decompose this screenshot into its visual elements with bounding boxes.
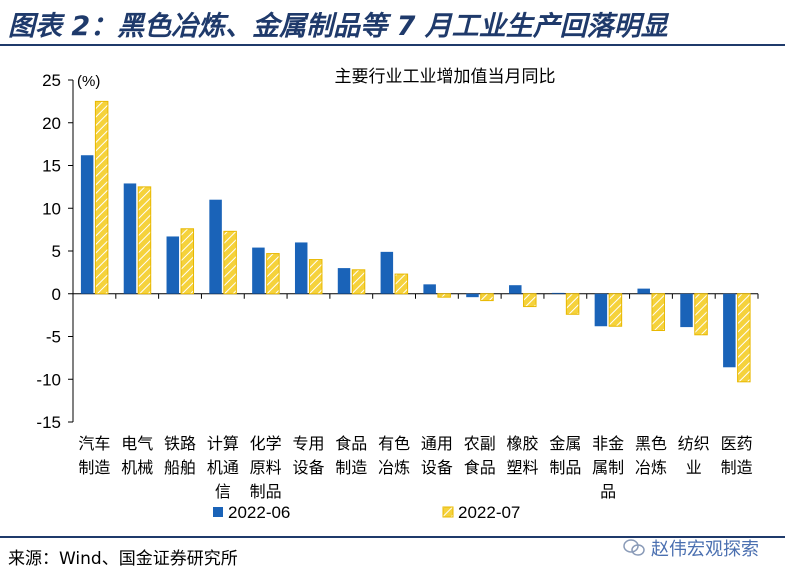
x-category-label: 计算 (207, 434, 239, 453)
x-category-label: 金属 (549, 434, 581, 453)
bar-2022-07 (651, 293, 665, 332)
x-category-label: 制品 (549, 458, 581, 477)
bar-2022-06 (123, 183, 137, 294)
y-tick-label: -5 (46, 328, 61, 347)
x-category-label: 机械 (121, 458, 153, 477)
x-category-label: 农副 (464, 434, 496, 453)
source-note: 来源：Wind、国金证券研究所 (8, 549, 238, 569)
x-category-label: 铁路 (164, 434, 196, 453)
bar-2022-06 (80, 155, 94, 294)
watermark: 赵伟宏观探索 (623, 535, 759, 561)
bar-2022-06 (252, 247, 265, 294)
x-category-label: 非金 (592, 434, 624, 453)
x-category-label: 制品 (250, 482, 282, 501)
bar-2022-07 (137, 186, 152, 295)
x-category-label: 黑色 (635, 434, 667, 453)
legend-swatch-2022-07 (442, 506, 454, 518)
watermark-text: 赵伟宏观探索 (651, 539, 759, 560)
bar-2022-06 (380, 251, 394, 294)
bar-2022-07 (523, 293, 537, 308)
bar-2022-07 (266, 253, 280, 295)
x-category-label: 医药 (721, 434, 753, 453)
y-tick-label: -15 (36, 413, 61, 432)
x-category-label: 通用 (421, 434, 453, 453)
wechat-icon (623, 539, 645, 556)
bar-2022-06 (509, 285, 522, 294)
bar-2022-06 (209, 199, 222, 294)
bar-2022-06 (423, 284, 436, 294)
bar-2022-07 (180, 228, 195, 295)
bar-2022-07 (608, 293, 623, 327)
y-axis-label: (%) (77, 73, 100, 90)
x-category-label: 设备 (292, 458, 324, 477)
bar-2022-07 (737, 293, 751, 383)
x-category-label: 专用 (292, 434, 324, 453)
figure-title: 图表 2：黑色冶炼、金属制品等 7 月工业生产回落明显 (8, 11, 668, 42)
bar-2022-06 (723, 293, 736, 368)
bar-2022-06 (466, 293, 479, 298)
x-category-label: 信 (215, 482, 231, 501)
legend-swatch-2022-06 (213, 507, 223, 517)
bar-2022-07 (308, 259, 323, 295)
legend-label-2022-06: 2022-06 (228, 503, 290, 522)
x-category-label: 食品 (335, 434, 367, 453)
source-divider (0, 536, 785, 538)
x-category-label: 机通 (207, 458, 239, 477)
bar-2022-07 (694, 293, 708, 336)
x-category-label: 橡胶 (507, 434, 539, 453)
x-category-label: 业 (686, 458, 702, 477)
x-category-label: 冶炼 (378, 458, 410, 477)
chart-title: 主要行业工业增加值当月同比 (335, 67, 556, 87)
y-tick-label: 10 (42, 199, 61, 218)
y-tick-label: 5 (52, 242, 61, 261)
title-bar: 图表 2：黑色冶炼、金属制品等 7 月工业生产回落明显 (0, 0, 785, 46)
bar-2022-06 (337, 268, 351, 294)
y-tick-label: -10 (36, 370, 61, 389)
bar-2022-07 (480, 293, 494, 302)
x-category-label: 船舶 (164, 458, 196, 477)
x-category-label: 原料 (250, 458, 282, 477)
y-tick-label: 0 (52, 285, 61, 304)
bar-2022-06 (680, 293, 693, 328)
x-category-label: 塑料 (507, 458, 539, 477)
bar-2022-06 (637, 288, 650, 294)
x-category-label: 设备 (421, 458, 453, 477)
x-category-label: 品 (600, 482, 616, 501)
x-category-label: 制造 (78, 458, 110, 477)
bar-2022-07 (94, 100, 109, 295)
y-tick-label: 20 (42, 114, 61, 133)
x-category-label: 食品 (464, 458, 496, 477)
legend-label-2022-07: 2022-07 (458, 503, 520, 522)
x-category-label: 冶炼 (635, 458, 667, 477)
bar-2022-06 (166, 236, 180, 294)
x-category-label: 有色 (378, 434, 410, 453)
x-category-label: 汽车 (78, 434, 110, 453)
x-category-label: 化学 (250, 434, 282, 453)
x-category-label: 属制 (592, 458, 624, 477)
y-tick-label: 25 (42, 71, 61, 90)
bar-2022-07 (437, 293, 451, 298)
bar-2022-07 (351, 269, 366, 295)
x-category-label: 制造 (721, 458, 753, 477)
x-category-label: 纺织 (678, 434, 710, 453)
y-tick-label: 15 (42, 157, 61, 176)
bar-2022-07 (223, 230, 237, 295)
bar-2022-07 (394, 273, 409, 295)
bar-2022-06 (594, 293, 608, 327)
bar-2022-06 (551, 292, 565, 294)
bar-2022-07 (565, 293, 580, 315)
x-category-label: 电气 (121, 434, 153, 453)
x-category-label: 制造 (335, 458, 367, 477)
bar-2022-06 (294, 242, 308, 294)
